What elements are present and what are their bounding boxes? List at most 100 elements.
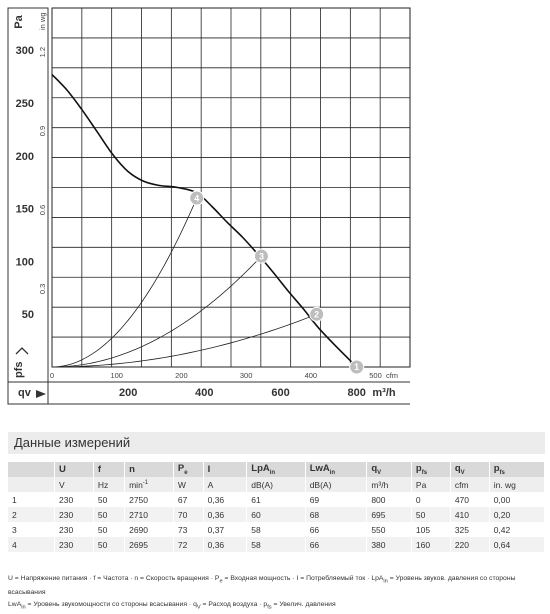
cfm-tick-label: 200: [175, 371, 188, 380]
m3h-unit: m³/h: [372, 387, 396, 399]
left-tick-label: 300: [16, 45, 34, 57]
legend-line-1: U = Напряжение питания · f = Частота · n…: [8, 575, 516, 597]
unit-cell: A: [203, 477, 248, 492]
left-tick-label: 50: [22, 309, 34, 321]
inwg-tick-label: 0.3: [38, 284, 47, 294]
table-cell: 1: [8, 492, 55, 507]
table-cell: 61: [246, 492, 306, 507]
table-cell: 0,00: [489, 492, 546, 507]
table-cell: 160: [411, 537, 451, 552]
table-cell: 0,42: [489, 522, 546, 537]
inwg-tick-label: 1.2: [38, 47, 47, 57]
legend-line-2: LwAin = Уровень звукомощности со стороны…: [8, 601, 336, 611]
header-cell-n: n: [124, 462, 174, 477]
fan-characteristic-line: [51, 73, 358, 368]
pfs-arrow-icon: [15, 347, 29, 355]
table-cell: 550: [366, 522, 412, 537]
system-curves: [51, 197, 317, 368]
system-curve-4: [51, 197, 198, 368]
header-cell-pe: Pe: [173, 462, 204, 477]
m3h-tick-label: 800: [348, 387, 366, 399]
left-tick-label: 200: [16, 151, 34, 163]
table-title: Данные измерений: [8, 432, 545, 454]
inwg-tick-label: 0.9: [38, 126, 47, 136]
table-legend: U = Напряжение питания · f = Частота · n…: [8, 573, 548, 614]
operating-point-label: 3: [259, 251, 264, 261]
table-row: 2 230 50 2710 70 0,36 60 68 695 50 410 0…: [8, 507, 546, 522]
table-cell: 230: [54, 522, 94, 537]
table-cell: 2695: [124, 537, 174, 552]
header-cell-qv: qV: [366, 462, 412, 477]
unit-cell: m³/h: [366, 477, 412, 492]
table-cell: 230: [54, 507, 94, 522]
table-units-row: V Hz min-1 W A dB(A) dB(A) m³/h Pa cfm i…: [8, 477, 546, 492]
table-cell: 410: [450, 507, 490, 522]
table-cell: 800: [366, 492, 412, 507]
table-cell: 67: [173, 492, 204, 507]
pfs-label: pfs: [13, 362, 25, 379]
table-cell: 470: [450, 492, 490, 507]
table-cell: 325: [450, 522, 490, 537]
unit-cell: Pa: [411, 477, 451, 492]
unit-cell: V: [54, 477, 94, 492]
system-curve-2: [51, 313, 317, 368]
fan-performance-chart: 300 250 200 150 100 50 Pa pfs in wg 1.2 0.9 0.6 0.3…: [7, 7, 411, 405]
table-cell: 0,36: [203, 507, 248, 522]
table-cell: 0,64: [489, 537, 546, 552]
table-cell: 0,37: [203, 522, 248, 537]
inwg-unit: in wg: [38, 12, 47, 30]
table-cell: 58: [246, 537, 306, 552]
unit-cell: dB(A): [305, 477, 368, 492]
table-cell: 230: [54, 537, 94, 552]
table-cell: 695: [366, 507, 412, 522]
inwg-tick-label: 0.6: [38, 205, 47, 215]
system-curve-3: [51, 255, 262, 368]
table-cell: 68: [305, 507, 368, 522]
table-cell: 60: [246, 507, 306, 522]
table-cell: 2690: [124, 522, 174, 537]
measurements-table: U f n Pe I LpAin LwAin qV pfs qV pfs V H…: [8, 462, 546, 552]
left-tick-label: 250: [16, 98, 34, 110]
table-cell: 50: [93, 492, 126, 507]
left-tick-label: 100: [16, 256, 34, 268]
operating-point-label: 1: [354, 362, 359, 372]
header-cell-u: U: [54, 462, 94, 477]
table-cell: 220: [450, 537, 490, 552]
operating-points: 1 2 3 4: [189, 190, 365, 375]
table-cell: 2710: [124, 507, 174, 522]
left-axis-pa: 300 250 200 150 100 50 Pa pfs: [13, 14, 34, 378]
table-cell: 50: [93, 507, 126, 522]
cfm-unit: cfm: [386, 371, 398, 380]
x-axis-m3h: qv 200 400 600 800 m³/h: [18, 387, 396, 399]
table-cell: 50: [411, 507, 451, 522]
operating-point-2: [309, 306, 325, 322]
m3h-tick-label: 600: [271, 387, 289, 399]
qv-arrow-icon: [36, 390, 46, 398]
table-cell: 4: [8, 537, 55, 552]
table-cell: 2: [8, 507, 55, 522]
unit-cell: Hz: [93, 477, 126, 492]
operating-point-label: 2: [314, 309, 319, 319]
operating-point-label: 4: [194, 193, 199, 203]
table-cell: 380: [366, 537, 412, 552]
cfm-tick-label: 400: [305, 371, 318, 380]
m3h-tick-label: 200: [119, 387, 137, 399]
cfm-tick-label: 300: [240, 371, 253, 380]
x-axis-cfm: 0 100 200 300 400 500 cfm: [50, 371, 398, 380]
header-cell-pfs-inwg: pfs: [489, 462, 546, 477]
table-cell: 0,36: [203, 537, 248, 552]
header-cell-pfs: pfs: [411, 462, 451, 477]
unit-cell: dB(A): [246, 477, 306, 492]
table-row: 1 230 50 2750 67 0,36 61 69 800 0 470 0,…: [8, 492, 546, 507]
header-cell-qv-cfm: qV: [450, 462, 490, 477]
cfm-tick-label: 500: [369, 371, 382, 380]
qv-label: qv: [18, 387, 32, 399]
table-cell: 58: [246, 522, 306, 537]
cfm-tick-label: 0: [50, 371, 54, 380]
table-cell: 105: [411, 522, 451, 537]
table-cell: 3: [8, 522, 55, 537]
table-cell: 69: [305, 492, 368, 507]
table-row: 4 230 50 2695 72 0,36 58 66 380 160 220 …: [8, 537, 546, 552]
cfm-tick-label: 100: [110, 371, 123, 380]
table-cell: 72: [173, 537, 204, 552]
